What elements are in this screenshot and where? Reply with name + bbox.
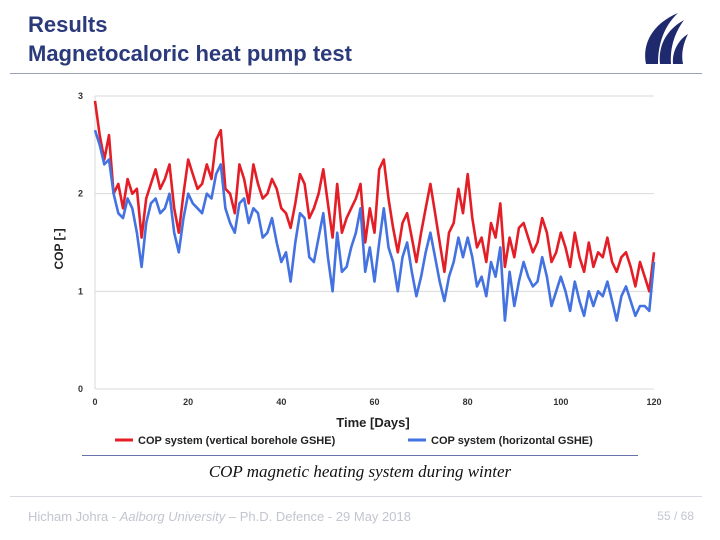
series-line-horizontal-gshe: [93, 129, 656, 322]
cop-chart: 0 20 40 60 80 100 120 0 1 2 3 Time [Days] COP [-]…: [52, 91, 662, 447]
footer-author: Hicham Johra -: [28, 509, 120, 524]
x-tick-label: 20: [183, 397, 193, 407]
chart-legend: COP system (vertical borehole GSHE) COP …: [115, 435, 593, 447]
x-tick-label: 0: [92, 397, 97, 407]
footer-divider: [10, 496, 702, 497]
x-tick-label: 80: [463, 397, 473, 407]
title-line-test: Magnetocaloric heat pump test: [28, 41, 352, 66]
y-tick-label: 2: [78, 189, 83, 199]
x-tick-label: 60: [369, 397, 379, 407]
y-axis-label: COP [-]: [52, 228, 66, 269]
legend-label-vertical: COP system (vertical borehole GSHE): [138, 435, 336, 447]
y-tick-label: 3: [78, 91, 83, 101]
slide-title: Results Magnetocaloric heat pump test: [28, 10, 352, 68]
page-number: 55 / 68: [657, 509, 694, 523]
x-tick-labels: 0 20 40 60 80 100 120: [92, 397, 661, 407]
footer-text: Hicham Johra - Aalborg University – Ph.D…: [28, 509, 411, 524]
chart-series: [93, 100, 656, 322]
series-line-vertical-gshe: [93, 100, 656, 293]
title-divider: [10, 73, 702, 74]
title-line-results: Results: [28, 12, 108, 37]
x-axis-label: Time [Days]: [336, 415, 409, 430]
caption-divider: [82, 455, 638, 456]
x-tick-label: 100: [553, 397, 568, 407]
figure-caption: COP magnetic heating system during winte…: [208, 462, 512, 481]
y-tick-label: 0: [78, 384, 83, 394]
legend-label-horizontal: COP system (horizontal GSHE): [431, 435, 593, 447]
y-tick-labels: 0 1 2 3: [78, 91, 83, 394]
aau-logo-icon: [638, 10, 690, 66]
x-tick-label: 40: [276, 397, 286, 407]
y-tick-label: 1: [78, 286, 83, 296]
footer-event: – Ph.D. Defence - 29 May 2018: [225, 509, 411, 524]
x-tick-label: 120: [646, 397, 661, 407]
footer-university: Aalborg University: [119, 509, 226, 524]
